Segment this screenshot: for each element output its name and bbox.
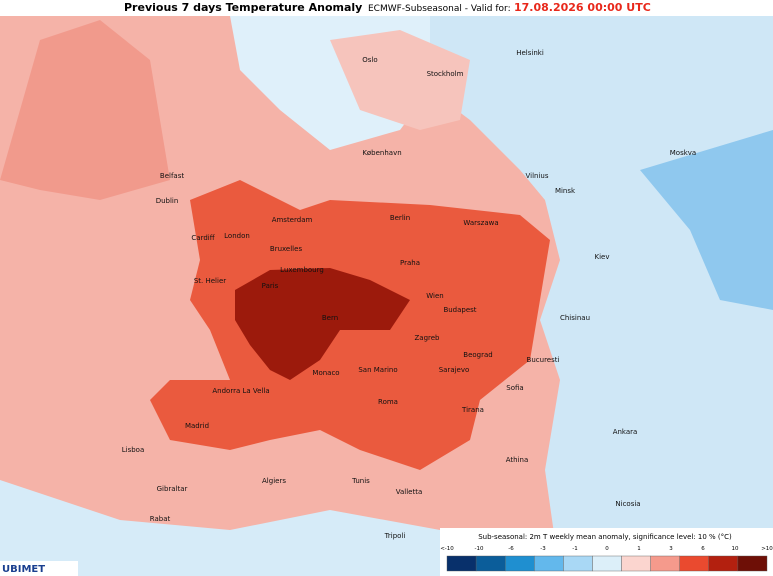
city-label: Monaco — [312, 369, 339, 377]
city-label: Athina — [506, 456, 529, 464]
legend-label: 0 — [605, 546, 609, 552]
city-label: Stockholm — [427, 70, 464, 78]
city-label: London — [224, 232, 250, 240]
logo-box — [0, 561, 78, 576]
legend-label: -6 — [508, 546, 514, 552]
legend-label: -3 — [540, 546, 546, 552]
legend-swatch — [563, 555, 593, 572]
city-label: Vilnius — [526, 172, 549, 180]
city-label: Zagreb — [414, 334, 440, 342]
city-label: Bern — [322, 314, 338, 322]
legend-label: 10 — [732, 546, 739, 552]
city-label: Lisboa — [122, 446, 145, 454]
city-label: Warszawa — [463, 219, 498, 227]
hot-region — [235, 268, 410, 380]
legend-swatch — [737, 555, 768, 572]
legend-swatch — [446, 555, 477, 572]
city-label: Madrid — [185, 422, 209, 430]
city-label: Bucuresti — [527, 356, 560, 364]
legend-label: 1 — [637, 546, 641, 552]
city-label: Tirana — [461, 406, 484, 414]
atlantic-warm — [0, 20, 170, 200]
city-label: Chisinau — [560, 314, 590, 322]
legend-swatch — [708, 555, 739, 572]
city-label: Budapest — [443, 306, 476, 314]
legend-swatch — [534, 555, 564, 572]
city-label: Andorra La Vella — [212, 387, 269, 395]
legend-swatch — [650, 555, 680, 572]
city-label: Paris — [262, 282, 279, 290]
legend-swatch — [621, 555, 651, 572]
city-label: Tunis — [351, 477, 370, 485]
city-label: Wien — [426, 292, 443, 300]
city-label: Dublin — [156, 197, 179, 205]
city-label: Helsinki — [516, 49, 544, 57]
model: ECMWF-Subseasonal - Valid for: — [368, 4, 511, 14]
city-label: Praha — [400, 259, 420, 267]
city-label: Sarajevo — [439, 366, 470, 374]
logo: UBIMET — [2, 564, 45, 575]
city-label: Kiev — [595, 253, 610, 261]
city-label: Moskva — [670, 149, 696, 157]
city-label: Minsk — [555, 187, 576, 195]
legend-label: -10 — [475, 546, 484, 552]
header-bar — [0, 0, 773, 16]
city-label: Bruxelles — [270, 245, 303, 253]
legend: <-10 -10 -6 -3 -1 0 1 3 6 10 >10 — [440, 546, 773, 572]
city-label: Sofia — [506, 384, 523, 392]
legend-swatch — [475, 555, 506, 572]
cold-region — [640, 130, 773, 310]
city-label: København — [362, 149, 401, 157]
legend-swatch — [592, 555, 622, 572]
legend-caption: Sub-seasonal: 2m T weekly mean anomaly, … — [478, 533, 732, 541]
south-cool — [0, 480, 440, 576]
city-label: Belfast — [160, 172, 184, 180]
city-label: Valletta — [396, 488, 423, 496]
scandinavia-warm — [330, 30, 470, 130]
city-label: Beograd — [463, 351, 492, 359]
city-label: Cardiff — [191, 234, 214, 242]
city-label: Oslo — [362, 56, 377, 64]
legend-label: <-10 — [440, 546, 454, 552]
city-label: St. Helier — [194, 277, 226, 285]
city-label: Ankara — [613, 428, 638, 436]
legend-label: 3 — [669, 546, 673, 552]
city-label: Gibraltar — [157, 485, 188, 493]
city-label: Algiers — [262, 477, 286, 485]
city-label: Rabat — [150, 515, 171, 523]
legend-swatch — [504, 555, 535, 572]
legend-label: >10 — [761, 546, 773, 552]
legend-label: 6 — [701, 546, 705, 552]
title: Previous 7 days Temperature Anomaly — [124, 1, 362, 14]
city-label: Roma — [378, 398, 398, 406]
legend-label: -1 — [572, 546, 577, 552]
cities: Helsinki Oslo Stockholm Moskva København Viln… — [122, 49, 696, 540]
city-label: San Marino — [358, 366, 397, 374]
legend-swatch — [679, 555, 710, 572]
city-label: Amsterdam — [272, 216, 313, 224]
city-label: Luxembourg — [280, 266, 324, 274]
city-label: Berlin — [390, 214, 410, 222]
city-label: Tripoli — [384, 532, 406, 540]
valid-time: 17.08.2026 00:00 UTC — [514, 1, 651, 14]
city-label: Nicosia — [615, 500, 640, 508]
